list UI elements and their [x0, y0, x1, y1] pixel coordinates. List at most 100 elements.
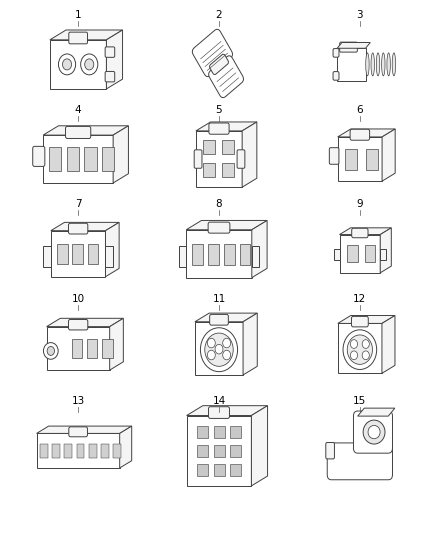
FancyBboxPatch shape	[69, 32, 88, 44]
Polygon shape	[120, 426, 132, 468]
Polygon shape	[196, 131, 242, 187]
Polygon shape	[337, 43, 370, 49]
Ellipse shape	[47, 346, 54, 356]
Polygon shape	[51, 222, 119, 231]
FancyBboxPatch shape	[210, 314, 228, 325]
Ellipse shape	[376, 53, 380, 76]
Bar	[88, 244, 98, 264]
Polygon shape	[43, 246, 51, 266]
Bar	[57, 244, 67, 264]
Circle shape	[208, 338, 215, 348]
Polygon shape	[334, 249, 339, 261]
Bar	[85, 147, 96, 171]
Polygon shape	[243, 313, 257, 375]
Bar	[197, 464, 208, 476]
FancyBboxPatch shape	[353, 411, 392, 453]
Polygon shape	[179, 246, 186, 267]
Polygon shape	[196, 122, 257, 131]
Bar	[197, 445, 208, 457]
Bar	[347, 245, 358, 262]
Text: 9: 9	[357, 199, 363, 209]
FancyBboxPatch shape	[105, 71, 115, 82]
Polygon shape	[338, 137, 382, 181]
Text: 4: 4	[75, 104, 81, 115]
Bar	[223, 244, 234, 265]
FancyBboxPatch shape	[329, 148, 339, 164]
Bar	[102, 339, 113, 358]
Polygon shape	[252, 246, 259, 267]
FancyBboxPatch shape	[208, 222, 230, 233]
Bar	[52, 443, 60, 458]
Polygon shape	[338, 324, 382, 373]
Bar	[192, 244, 203, 265]
Circle shape	[350, 340, 357, 349]
Polygon shape	[252, 221, 267, 278]
FancyBboxPatch shape	[351, 317, 368, 327]
Bar	[77, 443, 84, 458]
Bar	[203, 163, 215, 177]
FancyBboxPatch shape	[333, 71, 339, 80]
FancyBboxPatch shape	[33, 147, 45, 166]
Polygon shape	[50, 40, 106, 89]
Polygon shape	[106, 246, 113, 266]
Ellipse shape	[201, 328, 237, 372]
Circle shape	[350, 351, 357, 360]
Bar	[89, 443, 96, 458]
Polygon shape	[186, 221, 267, 230]
Polygon shape	[50, 30, 123, 40]
FancyBboxPatch shape	[208, 407, 230, 418]
FancyBboxPatch shape	[340, 42, 357, 52]
FancyBboxPatch shape	[333, 49, 339, 57]
FancyBboxPatch shape	[68, 319, 88, 330]
Bar	[72, 244, 83, 264]
Bar	[230, 464, 241, 476]
Polygon shape	[46, 327, 110, 370]
Text: 6: 6	[357, 104, 363, 115]
Bar	[87, 339, 98, 358]
Polygon shape	[46, 318, 124, 327]
Bar	[222, 140, 234, 154]
Ellipse shape	[85, 59, 94, 70]
Ellipse shape	[371, 53, 374, 76]
Circle shape	[208, 350, 215, 360]
Polygon shape	[37, 433, 120, 468]
Ellipse shape	[366, 53, 369, 76]
Text: 14: 14	[212, 396, 226, 406]
Polygon shape	[382, 129, 395, 181]
Polygon shape	[338, 129, 395, 137]
Ellipse shape	[43, 343, 58, 359]
Polygon shape	[43, 135, 113, 183]
Bar	[102, 147, 114, 171]
Ellipse shape	[63, 59, 71, 70]
Bar	[230, 445, 241, 457]
Polygon shape	[187, 406, 268, 416]
Text: 13: 13	[71, 396, 85, 406]
FancyBboxPatch shape	[237, 150, 245, 168]
Ellipse shape	[387, 53, 390, 76]
Polygon shape	[110, 318, 124, 370]
Ellipse shape	[381, 53, 385, 76]
Text: 7: 7	[75, 199, 81, 209]
FancyBboxPatch shape	[208, 56, 244, 98]
Bar	[337, 49, 366, 80]
Bar	[214, 426, 225, 438]
Polygon shape	[37, 426, 132, 433]
Polygon shape	[380, 228, 391, 273]
Polygon shape	[195, 313, 257, 322]
Ellipse shape	[368, 425, 380, 439]
FancyBboxPatch shape	[327, 443, 392, 480]
Ellipse shape	[81, 54, 98, 75]
Circle shape	[223, 350, 230, 360]
Bar	[214, 464, 225, 476]
Ellipse shape	[363, 420, 385, 444]
FancyBboxPatch shape	[68, 223, 88, 234]
Bar	[40, 443, 48, 458]
Ellipse shape	[58, 54, 76, 75]
Text: 1: 1	[75, 10, 81, 20]
Bar	[366, 149, 378, 170]
FancyBboxPatch shape	[192, 29, 233, 77]
Polygon shape	[382, 316, 395, 373]
Bar	[67, 147, 78, 171]
Polygon shape	[187, 416, 251, 486]
Bar	[240, 244, 251, 265]
